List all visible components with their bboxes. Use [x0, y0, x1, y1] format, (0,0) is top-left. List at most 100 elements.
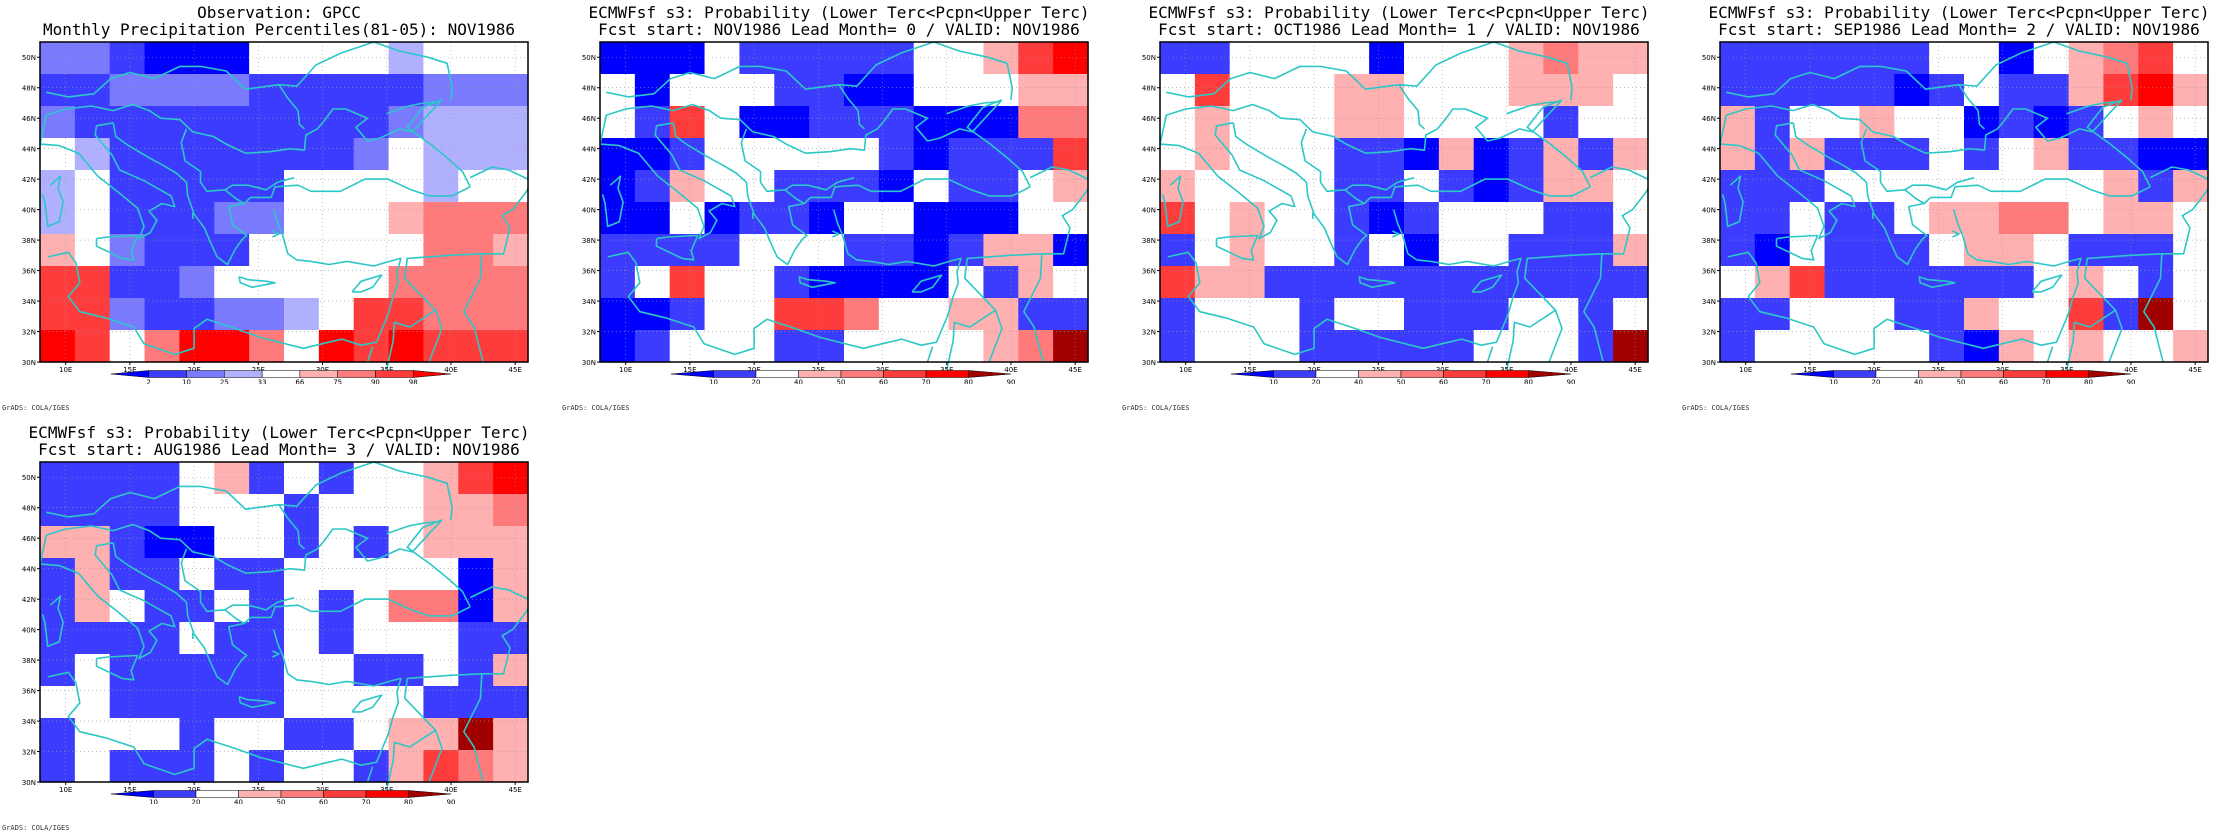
- grid-cell: [2138, 298, 2174, 331]
- grid-cell: [704, 74, 741, 107]
- colorbar-label: 80: [404, 799, 413, 805]
- grid-cell: [353, 558, 390, 591]
- grid-cell: [214, 234, 250, 267]
- colorbar-swatch: [280, 790, 324, 798]
- grid-cell: [774, 266, 810, 299]
- grid-cell: [600, 266, 636, 299]
- grid-cell: [1998, 202, 2035, 235]
- grid-cell: [669, 42, 706, 75]
- colorbar-swatch: [148, 370, 187, 378]
- lat-label: 50N: [1702, 54, 1716, 62]
- coastline: [469, 166, 529, 180]
- grid-cell: [214, 494, 250, 527]
- grid-cell: [2138, 42, 2174, 75]
- grid-cell: [1334, 266, 1370, 299]
- grid-cell: [1334, 298, 1370, 331]
- grid-cell: [1824, 298, 1861, 331]
- colorbar-swatch: [337, 370, 376, 378]
- grid-cell: [318, 526, 355, 559]
- colorbar-swatch: [2003, 370, 2047, 378]
- lat-label: 46N: [582, 115, 596, 123]
- coastline: [1505, 253, 1602, 370]
- coastline: [601, 175, 624, 228]
- colorbar-label: 60: [879, 379, 888, 385]
- grid-cell: [353, 686, 390, 719]
- coastline: [385, 673, 482, 790]
- grid-cell: [179, 558, 215, 591]
- grid-cell: [458, 202, 494, 235]
- lon-label: 15E: [683, 366, 696, 374]
- grid-cell: [1299, 330, 1335, 363]
- lat-label: 36N: [22, 688, 36, 696]
- coastline: [1775, 234, 1819, 261]
- panel-subtitle: Fcst start: AUG1986 Lead Month= 3 / VALI…: [38, 440, 520, 459]
- grid-cell: [809, 298, 845, 331]
- grid-cell: [318, 622, 355, 655]
- grid-cell: [1229, 170, 1266, 203]
- grid-cell: [458, 106, 494, 139]
- grid-cell: [214, 106, 250, 139]
- grid-cell: [179, 718, 215, 751]
- grid-cell: [913, 266, 950, 299]
- map-plot: 50N 48N 46N 44N 42N 40N 38N 36N 34N 32N 30N 10E 15E 2…: [1142, 41, 1649, 384]
- grid-cell: [388, 330, 425, 363]
- grid-cell: [669, 202, 706, 235]
- lat-label: 32N: [1702, 329, 1716, 337]
- grid-cell: [1264, 298, 1301, 331]
- grid-cell: [1578, 138, 1614, 171]
- grid-cell: [144, 202, 181, 235]
- coastline: [272, 650, 280, 658]
- grid-cell: [318, 558, 355, 591]
- lon-label: 35E: [380, 366, 393, 374]
- grid-cell: [214, 558, 250, 591]
- grid-cell: [1160, 138, 1196, 171]
- grid-cell: [1998, 106, 2035, 139]
- grid-cell: [948, 42, 985, 75]
- grid-cell: [913, 74, 950, 107]
- lon-label: 40E: [444, 366, 457, 374]
- grid-cell: [1473, 202, 1510, 235]
- colorbar-label: 60: [319, 799, 328, 805]
- grid-cell: [1578, 234, 1614, 267]
- grid-cell: [1404, 266, 1440, 299]
- lat-label: 40N: [22, 207, 36, 215]
- grid-cell: [1508, 42, 1545, 75]
- grid-cell: [1613, 106, 1649, 139]
- lat-label: 46N: [22, 535, 36, 543]
- grid-cell: [739, 42, 775, 75]
- colorbar-swatch: [1960, 370, 2004, 378]
- grid-cell: [249, 234, 285, 267]
- grid-cell: [249, 42, 285, 75]
- coastline: [39, 122, 176, 240]
- coastline: [39, 520, 442, 574]
- grid-cell: [249, 298, 285, 331]
- grid-cell: [739, 330, 775, 363]
- coastline: [462, 187, 529, 363]
- grid-cell: [2033, 202, 2070, 235]
- grid-cell: [1543, 234, 1579, 267]
- lon-label: 45E: [1068, 366, 1081, 374]
- lat-label: 32N: [22, 749, 36, 757]
- grid-cell: [1264, 170, 1301, 203]
- lon-label: 15E: [1803, 366, 1816, 374]
- grid-cell: [179, 462, 215, 495]
- lat-label: 30N: [1142, 359, 1156, 367]
- grid-cell: [1053, 266, 1089, 299]
- grid-cell: [1473, 74, 1510, 107]
- lat-label: 44N: [582, 146, 596, 154]
- grid-cell: [1998, 170, 2035, 203]
- coastline: [224, 596, 295, 611]
- colorbar-swatch: [2045, 370, 2089, 378]
- grid-cell: [423, 526, 459, 559]
- grid-cell: [353, 590, 390, 623]
- grid-cell: [249, 526, 285, 559]
- grid-cell: [1473, 138, 1510, 171]
- lon-label: 25E: [252, 366, 265, 374]
- grid-cell: [669, 170, 706, 203]
- grid-cell: [2173, 330, 2209, 363]
- grid-cell: [179, 138, 215, 171]
- grid-cell: [1508, 138, 1545, 171]
- lat-label: 46N: [1142, 115, 1156, 123]
- coastline: [655, 234, 699, 261]
- grid-cell: [809, 106, 845, 139]
